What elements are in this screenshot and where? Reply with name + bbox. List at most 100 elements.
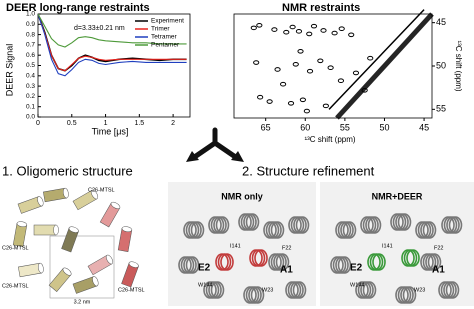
peak — [320, 28, 327, 33]
y-tick-label: 0.7 — [26, 42, 35, 49]
peak — [271, 27, 278, 32]
label: I141 — [382, 243, 393, 249]
cylinder-cap — [53, 224, 59, 236]
y-tick-label: 0.5 — [26, 62, 35, 69]
peak — [299, 97, 307, 103]
peak — [283, 29, 290, 35]
x-tick-label: 45 — [419, 122, 429, 132]
x-tick-label: 1 — [104, 120, 108, 127]
cylinder — [33, 224, 59, 236]
peak — [303, 108, 310, 114]
label: I141 — [230, 243, 241, 249]
cylinder — [12, 221, 28, 247]
cylinder — [17, 196, 44, 214]
heading: 2. Structure refinement — [242, 163, 375, 178]
y-tick-label: 50 — [436, 60, 446, 70]
x-tick-label: 0 — [36, 120, 40, 127]
peak — [253, 60, 260, 65]
label: C26-MTSL — [88, 187, 115, 193]
label: A1 — [280, 265, 293, 276]
label: A1 — [432, 265, 445, 276]
cylinder — [121, 261, 139, 288]
helix-turn — [270, 221, 285, 239]
peak — [361, 87, 368, 93]
peak — [331, 30, 338, 36]
cylinder-cap — [62, 187, 69, 199]
peak — [257, 94, 264, 100]
scale-box — [49, 235, 115, 299]
panel-title: NMR only — [221, 191, 263, 201]
nmr-title: NMR restraints — [282, 2, 360, 14]
cylinder-cap — [37, 262, 44, 274]
helix-turn — [220, 253, 234, 271]
cylinder-cap — [37, 196, 44, 207]
legend-label: Tetramer — [151, 34, 177, 41]
cylinder — [18, 262, 44, 278]
y-tick-label: 0.9 — [26, 21, 35, 28]
x-tick-label: 55 — [340, 122, 350, 132]
deer-title: DEER long-range restraints — [6, 2, 150, 14]
y-tick-label: 0.4 — [26, 73, 35, 80]
peak — [250, 25, 257, 31]
panel-title: NMR+DEER — [372, 191, 423, 201]
peak — [266, 99, 273, 104]
helix-turn — [292, 281, 307, 299]
y-tick-label: 1.0 — [26, 11, 35, 18]
peak — [256, 22, 263, 28]
deer-annotation: d=3.33±0.21 nm — [74, 25, 125, 32]
x-tick-label: 60 — [300, 122, 310, 132]
peak — [322, 103, 329, 109]
cylinder — [43, 187, 69, 203]
label: 3.2 nm — [74, 299, 91, 305]
helix-turn — [337, 256, 352, 274]
x-tick-label: 1.5 — [134, 120, 144, 127]
label: C26-MTSL — [118, 287, 145, 293]
helix-turn — [295, 216, 310, 234]
cylinder-cap — [128, 261, 139, 268]
label: F22 — [282, 245, 291, 251]
cylinder-cap — [110, 201, 121, 210]
helix-turn — [448, 216, 463, 234]
x-tick-label: 0.5 — [67, 120, 77, 127]
series-line — [37, 13, 187, 72]
peak — [306, 31, 313, 37]
x-tick-label: 65 — [261, 122, 271, 132]
cylinder-cap — [68, 226, 79, 233]
label: W23 — [262, 287, 273, 293]
cylinder-body — [33, 224, 57, 236]
y-tick-label: 45 — [436, 17, 446, 27]
y-tick-label: 55 — [436, 104, 446, 114]
cylinder — [87, 254, 114, 276]
helix-turn — [362, 281, 377, 299]
peak — [292, 61, 299, 67]
cylinder — [72, 189, 99, 211]
peak — [274, 67, 281, 72]
cylinder-cap — [121, 226, 133, 233]
helix-turn — [406, 249, 420, 267]
helix-turn — [210, 281, 225, 299]
cylinder — [61, 226, 79, 253]
peak — [306, 68, 314, 74]
label: W144 — [350, 282, 364, 288]
peak — [289, 24, 296, 30]
peak — [297, 48, 304, 54]
peak — [287, 100, 295, 106]
helix-turn — [275, 253, 290, 271]
helix-turn — [422, 221, 437, 239]
cylinder-cap — [16, 221, 28, 228]
peak — [352, 70, 360, 76]
helix-turn — [402, 286, 417, 304]
label: C26-MTSL — [2, 245, 29, 251]
peak — [310, 23, 318, 29]
nmr-x-label: ¹³C shift (ppm) — [304, 135, 355, 144]
x-tick-label: 2 — [171, 120, 175, 127]
diagonal — [335, 12, 434, 120]
y-tick-label: 0.8 — [26, 31, 35, 38]
split-arrow — [193, 127, 237, 159]
label: W144 — [198, 282, 212, 288]
helix-turn — [372, 253, 386, 271]
legend-label: Experiment — [151, 18, 184, 25]
series-line — [37, 13, 187, 77]
cylinder-cap — [92, 276, 99, 287]
